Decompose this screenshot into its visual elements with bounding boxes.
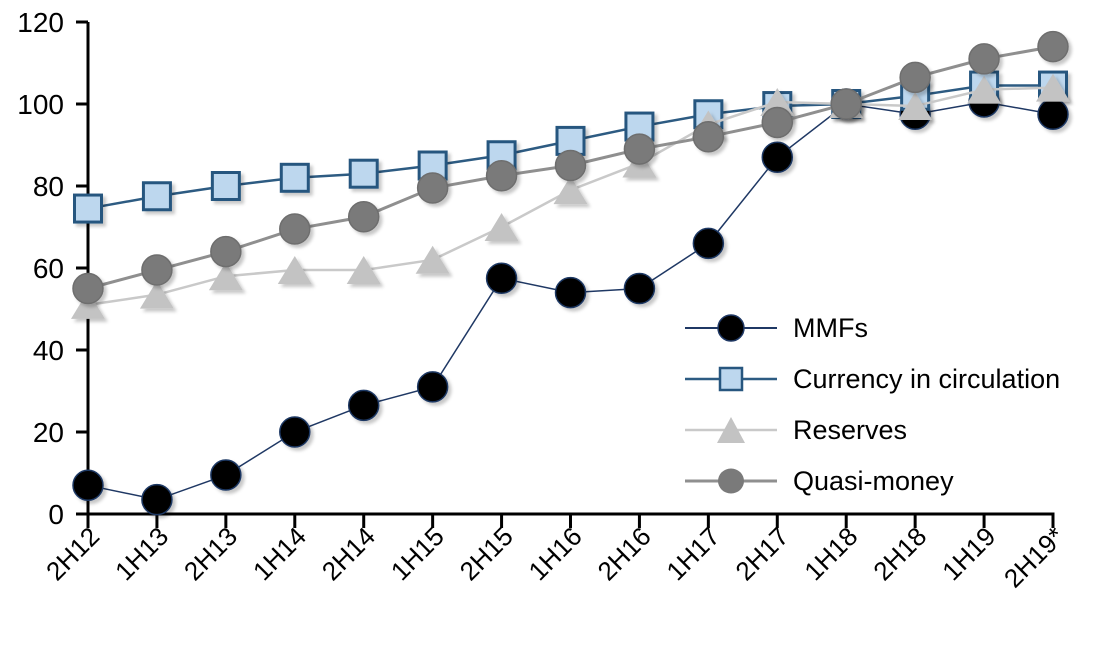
mmfs-marker-icon	[685, 314, 777, 342]
chart-legend: MMFs Currency in circulation Reserves Qu…	[683, 311, 1060, 498]
data-point	[1036, 73, 1070, 102]
data-point	[553, 176, 588, 205]
data-point	[279, 213, 311, 245]
quasi-money-marker-icon	[685, 468, 777, 494]
x-axis-label: 1H14	[247, 521, 312, 586]
data-point	[139, 280, 174, 309]
x-axis-label: 2H16	[592, 521, 657, 586]
reserves-marker-icon	[685, 417, 777, 443]
data-point	[210, 235, 242, 268]
data-point	[141, 254, 173, 286]
y-axis-label: 120	[17, 7, 64, 38]
data-point	[485, 262, 518, 294]
x-axis-label: 1H18	[798, 521, 863, 586]
legend-label: MMFs	[793, 313, 868, 343]
x-axis-label: 2H13	[178, 521, 243, 586]
y-axis-label: 80	[33, 171, 64, 202]
data-point	[279, 416, 311, 448]
data-point	[71, 290, 105, 319]
y-axis-label: 20	[33, 417, 64, 448]
legend-item-reserves: Reserves	[683, 413, 1060, 447]
x-axis-label: 2H15	[454, 521, 519, 586]
data-point	[348, 158, 379, 189]
legend-label: Quasi-money	[793, 466, 954, 496]
data-point	[484, 213, 519, 241]
data-point	[141, 483, 173, 516]
y-axis-label: 40	[33, 335, 64, 366]
legend-label: Currency in circulation	[793, 364, 1061, 394]
data-point	[761, 106, 794, 139]
legend-item-currency: Currency in circulation	[683, 362, 1060, 396]
x-axis-label: 2H18	[867, 521, 932, 586]
data-point	[73, 193, 103, 224]
legend-item-mmfs: MMFs	[683, 311, 1060, 345]
data-point	[279, 162, 310, 193]
x-axis-label: 1H19	[936, 521, 1001, 586]
data-point	[347, 201, 380, 233]
data-point	[277, 256, 312, 285]
data-point	[692, 227, 725, 260]
legend-label: Reserves	[793, 415, 908, 445]
data-point	[415, 245, 450, 274]
legend-item-quasi-money: Quasi-money	[683, 464, 1060, 498]
x-axis-label: 1H17	[660, 521, 725, 586]
currency-marker-icon	[685, 366, 777, 392]
x-axis-label: 2H19*	[998, 521, 1070, 593]
x-axis-label: 1H16	[523, 521, 588, 586]
x-axis-label: 1H13	[109, 521, 174, 586]
x-axis-label: 1H15	[385, 521, 450, 586]
data-point	[623, 272, 656, 305]
data-point	[208, 262, 243, 291]
data-point	[1037, 30, 1069, 63]
x-axis-label: 2H17	[729, 521, 794, 586]
data-point	[899, 61, 931, 94]
data-point	[416, 172, 449, 204]
data-point	[210, 459, 242, 491]
y-axis-label: 100	[17, 89, 64, 120]
data-point	[623, 133, 656, 165]
data-point	[347, 389, 380, 422]
data-point	[830, 88, 862, 120]
data-point	[72, 272, 104, 305]
data-point	[967, 75, 1002, 104]
data-point	[1037, 98, 1069, 130]
data-point	[416, 371, 449, 403]
x-axis-label: 2H12	[40, 521, 105, 586]
data-point	[968, 43, 1000, 75]
data-point	[141, 181, 172, 212]
x-axis-label: 2H14	[316, 521, 381, 586]
y-axis-label: 0	[48, 499, 64, 530]
data-point	[692, 121, 725, 153]
data-point	[898, 92, 933, 121]
data-point	[346, 256, 381, 285]
y-axis-label: 60	[33, 253, 64, 284]
data-point	[554, 149, 587, 182]
data-point	[761, 141, 794, 174]
data-point	[210, 171, 241, 201]
data-point	[72, 469, 104, 502]
data-point	[760, 87, 795, 116]
data-point	[485, 160, 518, 192]
data-point	[554, 276, 587, 309]
